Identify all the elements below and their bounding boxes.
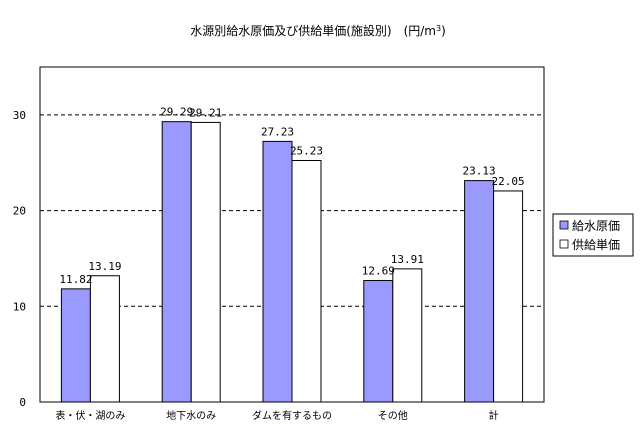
bar-series-2 [493, 190, 524, 403]
data-label: 11.82 [59, 273, 92, 286]
bars [60, 121, 524, 403]
bar-series-2 [89, 275, 120, 403]
y-tick-label: 0 [19, 396, 26, 409]
category-label: 表・伏・湖のみ [55, 409, 125, 422]
bar-series-1 [464, 180, 495, 403]
x-axis-categories: 表・伏・湖のみ 地下水のみ ダムを有するもの その他 計 [55, 409, 498, 422]
data-label: 13.19 [88, 260, 121, 273]
legend-swatch-series-1 [559, 220, 569, 230]
data-label: 12.69 [362, 265, 395, 278]
data-label: 25.23 [290, 145, 323, 158]
category-label: 地下水のみ [166, 409, 216, 422]
bar-series-2 [190, 121, 221, 403]
bar-series-1 [262, 140, 293, 403]
data-label: 27.23 [261, 125, 294, 138]
data-label: 13.91 [391, 253, 424, 266]
legend-swatch-series-2 [559, 239, 569, 249]
y-tick-label: 30 [13, 109, 26, 122]
y-axis-ticks: 0 10 20 30 [13, 109, 26, 409]
data-label: 29.29 [160, 106, 193, 119]
y-tick-label: 20 [13, 205, 26, 218]
data-label: 22.05 [492, 175, 525, 188]
y-tick-label: 10 [13, 300, 26, 313]
data-label: 23.13 [463, 165, 496, 178]
category-label: その他 [378, 409, 408, 422]
chart-title: 水源別給水原価及び供給単価(施設別) (円/m3) [190, 23, 446, 38]
bar-series-1 [363, 280, 394, 403]
bar-series-2 [291, 160, 322, 403]
legend-label-series-2: 供給単価 [572, 238, 620, 252]
category-label: ダムを有するもの [252, 409, 332, 422]
bar-series-1 [161, 121, 192, 403]
data-label: 29.21 [189, 106, 222, 119]
legend-label-series-1: 給水原価 [572, 219, 620, 233]
bar-series-2 [392, 268, 423, 403]
legend: 給水原価 供給単価 [552, 213, 634, 257]
bar-series-1 [60, 288, 91, 403]
category-label: 計 [489, 409, 499, 422]
